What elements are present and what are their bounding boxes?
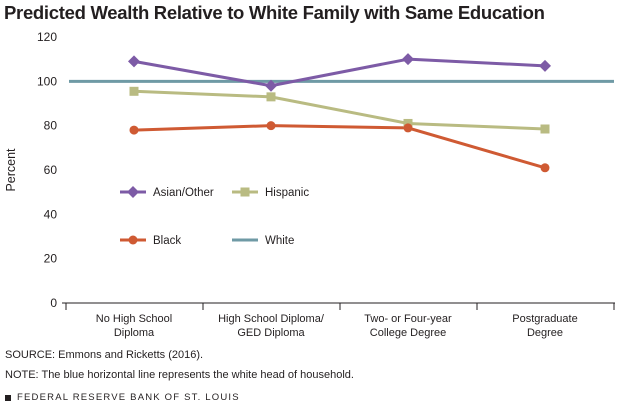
axes: 0 20 40 60 80 100 120 Percent No High School Dipl… <box>4 30 615 339</box>
chart-title: Predicted Wealth Relative to White Famil… <box>4 2 545 23</box>
series-lines <box>69 57 614 170</box>
legend-label-black: Black <box>153 235 181 247</box>
y-tick-label: 100 <box>37 74 57 88</box>
x-category-label: Postgraduate Degree <box>512 313 577 339</box>
series-line-hispanic <box>133 89 546 131</box>
y-tick-label: 120 <box>37 30 57 44</box>
x-category-label-line: GED Diploma <box>237 327 305 339</box>
data-point-hispanic <box>266 92 276 102</box>
data-point-asian-other <box>539 59 551 72</box>
note-text: NOTE: The blue horizontal line represent… <box>5 369 354 381</box>
footer-text: FEDERAL RESERVE BANK OF ST. LOUIS <box>17 392 240 403</box>
x-category-label: High School Diploma/GED Diploma <box>218 313 325 339</box>
footer: FEDERAL RESERVE BANK OF ST. LOUIS <box>5 392 240 403</box>
y-tick-label: 80 <box>44 119 58 133</box>
legend-label-asian-other: Asian/Other <box>153 187 214 199</box>
x-category-label-line: Diploma <box>114 327 155 339</box>
series-markers <box>128 53 551 173</box>
data-point-hispanic <box>129 86 139 96</box>
data-point-black <box>540 163 550 173</box>
legend: Asian/Other Hispanic Black White <box>120 186 309 247</box>
x-category-label: Two- or Four-year College Degree <box>364 313 452 339</box>
data-point-black <box>266 121 276 131</box>
legend-marker-hispanic <box>240 187 250 197</box>
series-line-black <box>133 124 546 170</box>
data-point-asian-other <box>402 53 414 66</box>
x-category-label-line: Degree <box>527 327 563 339</box>
x-category-label: No High School Diploma <box>96 313 172 339</box>
legend-label-hispanic: Hispanic <box>265 187 309 199</box>
series-line-asian-other <box>133 57 546 88</box>
legend-label-white: White <box>265 235 294 247</box>
x-category-label-line: College Degree <box>370 327 446 339</box>
x-category-label-line: High School Diploma/ <box>218 313 325 325</box>
y-tick-label: 0 <box>50 296 57 310</box>
data-point-black <box>403 123 413 133</box>
y-tick-label: 40 <box>44 207 58 221</box>
source-note: SOURCE: Emmons and Ricketts (2016). <box>5 349 204 361</box>
x-category-label-line: No High School <box>96 313 172 325</box>
x-category-label-line: Postgraduate <box>512 313 577 325</box>
x-category-label-line: Two- or Four-year <box>364 313 452 325</box>
legend-marker-asian-other <box>127 186 139 198</box>
y-axis-title: Percent <box>4 148 18 192</box>
y-tick-label: 60 <box>44 163 58 177</box>
data-point-black <box>129 125 139 135</box>
legend-marker-black <box>128 235 138 245</box>
data-point-asian-other <box>265 79 277 92</box>
footer-square-icon <box>5 394 11 401</box>
y-tick-label: 20 <box>44 252 58 266</box>
data-point-asian-other <box>128 55 140 68</box>
data-point-hispanic <box>540 124 550 134</box>
